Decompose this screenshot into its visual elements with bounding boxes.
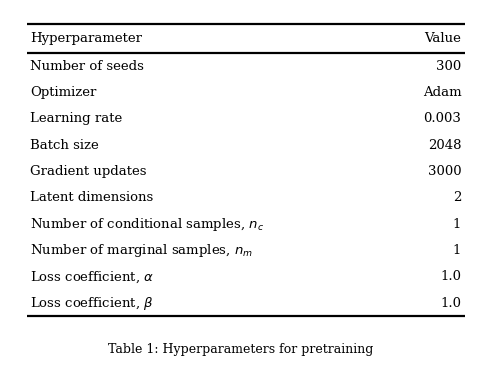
Text: Loss coefficient, $\alpha$: Loss coefficient, $\alpha$ — [30, 269, 155, 285]
Text: Loss coefficient, $\beta$: Loss coefficient, $\beta$ — [30, 295, 154, 312]
Text: Number of seeds: Number of seeds — [30, 60, 144, 73]
Text: 1.0: 1.0 — [440, 297, 461, 310]
Text: 0.003: 0.003 — [423, 112, 461, 125]
Text: Learning rate: Learning rate — [30, 112, 122, 125]
Text: Table 1: Hyperparameters for pretraining: Table 1: Hyperparameters for pretraining — [108, 343, 374, 356]
Text: 300: 300 — [436, 60, 461, 73]
Text: Batch size: Batch size — [30, 139, 99, 152]
Text: 1: 1 — [453, 244, 461, 257]
Text: Value: Value — [424, 32, 461, 45]
Text: Number of conditional samples, $n_c$: Number of conditional samples, $n_c$ — [30, 216, 265, 233]
Text: 3000: 3000 — [428, 165, 461, 178]
Text: 2048: 2048 — [428, 139, 461, 152]
Text: Gradient updates: Gradient updates — [30, 165, 147, 178]
Text: Latent dimensions: Latent dimensions — [30, 191, 154, 204]
Text: Adam: Adam — [423, 86, 461, 99]
Text: 1.0: 1.0 — [440, 270, 461, 283]
Text: 1: 1 — [453, 218, 461, 231]
Text: Hyperparameter: Hyperparameter — [30, 32, 142, 45]
Text: 2: 2 — [453, 191, 461, 204]
Text: Optimizer: Optimizer — [30, 86, 97, 99]
Text: Number of marginal samples, $n_m$: Number of marginal samples, $n_m$ — [30, 242, 253, 259]
